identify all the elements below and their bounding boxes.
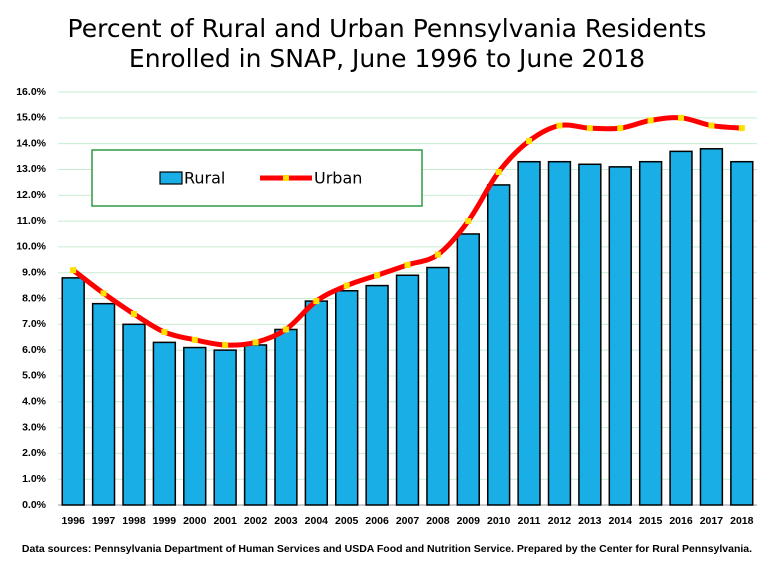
y-tick-label: 12.0% bbox=[16, 189, 46, 201]
bar bbox=[61, 277, 85, 506]
line-marker bbox=[586, 125, 593, 132]
line-marker bbox=[708, 122, 715, 129]
x-tick-label: 1998 bbox=[122, 515, 146, 527]
y-tick-label: 2.0% bbox=[22, 447, 47, 459]
x-tick-label: 2004 bbox=[305, 515, 329, 527]
x-tick-label: 2008 bbox=[426, 515, 450, 527]
bar bbox=[91, 302, 116, 506]
line-marker bbox=[100, 290, 107, 297]
y-tick-label: 11.0% bbox=[17, 215, 47, 227]
bar bbox=[365, 284, 389, 506]
line-marker bbox=[617, 125, 624, 132]
x-tick-label: 2001 bbox=[213, 515, 237, 527]
legend-label: Rural bbox=[184, 169, 225, 188]
legend-label: Urban bbox=[314, 169, 362, 188]
chart-title: Percent of Rural and Urban Pennsylvania … bbox=[68, 14, 707, 43]
line-marker bbox=[222, 341, 229, 348]
x-tick-label: 2012 bbox=[548, 515, 572, 527]
y-tick-label: 4.0% bbox=[22, 396, 47, 408]
line-marker bbox=[191, 336, 198, 343]
x-tick-label: 2013 bbox=[578, 515, 602, 527]
bar bbox=[122, 323, 146, 506]
line-marker bbox=[161, 329, 168, 336]
x-tick-label: 2003 bbox=[274, 515, 298, 527]
line-marker bbox=[434, 251, 441, 258]
y-tick-label: 0.0% bbox=[22, 499, 47, 511]
x-tick-label: 2006 bbox=[365, 515, 389, 527]
bar bbox=[213, 349, 237, 506]
x-tick-label: 2016 bbox=[669, 515, 693, 527]
y-tick-label: 7.0% bbox=[22, 318, 47, 330]
bar bbox=[304, 300, 329, 506]
bar bbox=[152, 341, 177, 506]
y-tick-label: 9.0% bbox=[22, 266, 47, 278]
bar bbox=[274, 328, 298, 506]
line-marker bbox=[343, 282, 350, 289]
line-marker bbox=[130, 310, 137, 317]
bar bbox=[638, 160, 663, 506]
x-tick-label: 1997 bbox=[92, 515, 116, 527]
x-tick-label: 2015 bbox=[639, 515, 663, 527]
y-tick-label: 14.0% bbox=[16, 137, 46, 149]
y-tick-label: 15.0% bbox=[16, 112, 46, 124]
bar bbox=[699, 148, 724, 506]
line-marker bbox=[70, 267, 77, 274]
source-note: Data sources: Pennsylvania Department of… bbox=[22, 543, 752, 555]
line-marker bbox=[495, 169, 502, 176]
line-marker bbox=[404, 261, 411, 268]
bar bbox=[243, 344, 268, 506]
y-tick-label: 16.0% bbox=[16, 86, 46, 98]
chart-title: Enrolled in SNAP, June 1996 to June 2018 bbox=[129, 44, 645, 73]
x-tick-label: 2017 bbox=[700, 515, 724, 527]
x-tick-label: 2007 bbox=[396, 515, 420, 527]
y-tick-label: 10.0% bbox=[16, 241, 46, 253]
y-tick-label: 6.0% bbox=[22, 344, 47, 356]
legend-marker bbox=[283, 175, 289, 181]
y-tick-label: 5.0% bbox=[22, 370, 47, 382]
x-tick-label: 1999 bbox=[153, 515, 177, 527]
bar bbox=[456, 233, 480, 506]
legend: Rural Urban bbox=[91, 149, 423, 207]
line-marker bbox=[313, 298, 320, 305]
line-marker bbox=[374, 272, 381, 279]
bar bbox=[669, 150, 693, 506]
x-tick-label: 2000 bbox=[183, 515, 207, 527]
bar bbox=[486, 184, 511, 506]
x-tick-label: 2005 bbox=[335, 515, 359, 527]
line-marker bbox=[647, 117, 654, 124]
bar bbox=[183, 346, 207, 506]
bar bbox=[335, 290, 359, 506]
bar bbox=[578, 163, 602, 506]
line-marker bbox=[465, 218, 472, 225]
bar bbox=[608, 166, 632, 506]
x-tick-label: 2018 bbox=[730, 515, 754, 527]
line-marker bbox=[252, 339, 259, 346]
legend-box bbox=[91, 149, 423, 207]
line-marker bbox=[282, 326, 289, 333]
bar bbox=[517, 160, 541, 506]
line-marker bbox=[526, 138, 533, 145]
x-tick-label: 2009 bbox=[457, 515, 481, 527]
x-tick-label: 2010 bbox=[487, 515, 511, 527]
y-tick-label: 8.0% bbox=[22, 292, 47, 304]
bar bbox=[395, 274, 420, 506]
x-tick-label: 2011 bbox=[518, 515, 541, 527]
line-marker bbox=[678, 114, 685, 121]
bar bbox=[730, 160, 754, 506]
legend-swatch bbox=[159, 171, 183, 185]
line-marker bbox=[738, 125, 745, 132]
line-marker bbox=[556, 122, 563, 129]
x-tick-label: 2014 bbox=[609, 515, 633, 527]
x-tick-label: 1996 bbox=[62, 515, 86, 527]
x-tick-label: 2002 bbox=[244, 515, 268, 527]
bar bbox=[426, 266, 450, 506]
y-tick-label: 3.0% bbox=[22, 421, 47, 433]
y-tick-label: 1.0% bbox=[22, 473, 47, 485]
y-tick-label: 13.0% bbox=[16, 163, 46, 175]
bar bbox=[547, 160, 572, 506]
